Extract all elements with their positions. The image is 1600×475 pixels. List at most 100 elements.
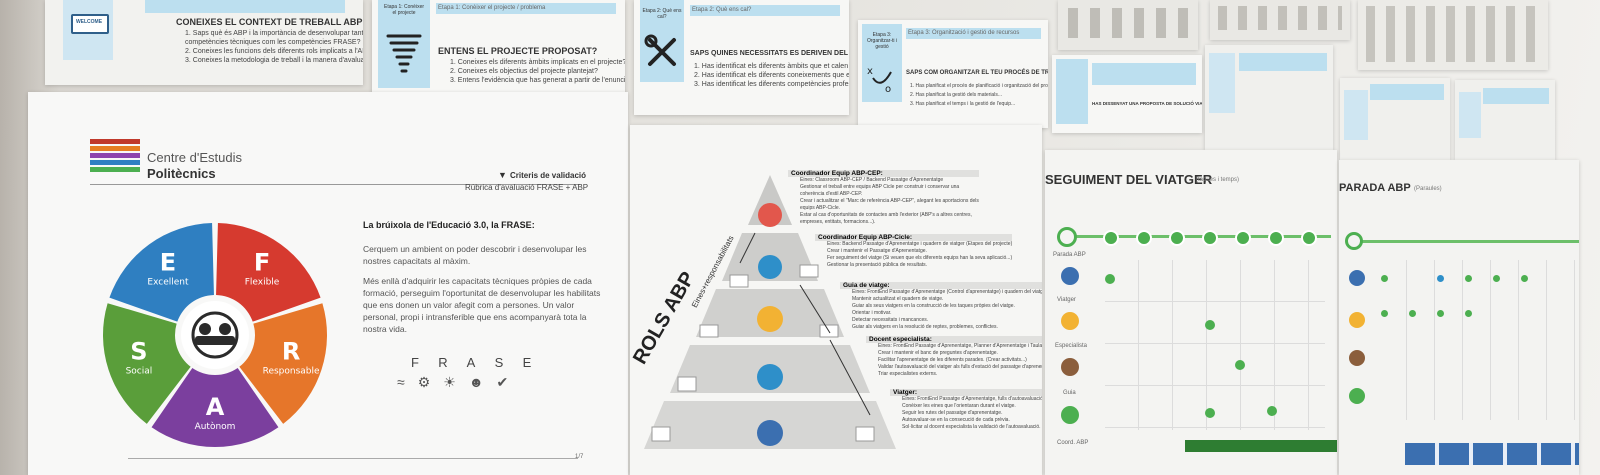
frase-para2: Més enllà d'adquirir les capacitats tècn… [363,276,601,334]
stage-2-header: Etapa 2: Què ens cal? [692,7,752,13]
avatar [1349,312,1365,328]
sheet-header-bar [145,0,345,13]
blue-footer-band [1405,443,1579,465]
progress-dot [1267,406,1277,416]
green-footer-band [1185,440,1337,452]
tornado-icon [386,34,422,73]
stage-3-items: 1. Has planificat el procés de planifica… [910,83,1048,107]
sheet-stage-5 [1205,45,1333,150]
check-icon: ✔ [496,374,522,390]
progress-dot [1437,275,1444,282]
welcome-sign-image: WELCOME [63,0,113,60]
compass-label: Excellent [147,277,189,287]
sheet-frase: Centre d'Estudis Politècnics Criteris de… [28,92,628,475]
stage-1-header: Etapa 1: Conèixer el projecte / problema [438,5,546,11]
card-icon [699,324,719,338]
svg-text:o: o [885,84,891,95]
parada-title: PARADA ABP [1339,182,1411,194]
frase-heading: La brúixola de l'Educació 3.0, la FRASE: [363,220,535,230]
parada-timeline [1353,240,1579,243]
avatar [1349,388,1365,404]
sun-icon: ☀ [443,374,469,390]
sheet-top-left: WELCOME CONEIXES EL CONTEXT DE TREBALL A… [45,0,363,85]
role-label-0: Parada ABP [1053,252,1086,258]
avatar [1061,406,1079,424]
stage-1-label: Etapa 1: Conèixer el projecte [383,4,425,16]
arrow [799,284,831,334]
roles-group-0: Coordinador Equip ABP-CEP: Eines: Classr… [788,170,979,226]
progress-dot [1493,275,1500,282]
sheet-stage-6 [1340,78,1450,160]
card-icon [799,264,819,278]
progress-dot [1437,310,1444,317]
waves-icon: ≈ [397,374,418,390]
timeline-stop [1301,230,1317,246]
arrow [739,232,756,264]
stage-1-icon-panel: Etapa 1: Conèixer el projecte [378,0,430,88]
welcome-sign-text: WELCOME [75,19,103,25]
pointer-icon: ▼ [498,170,507,180]
frase-para1: Cerquem un ambient on poder descobrir i … [363,244,587,266]
progress-dot [1409,310,1416,317]
progress-dot [1465,310,1472,317]
compass-segment-social [102,303,191,424]
group-icon: ☻ [468,374,497,390]
sheet-stage-7 [1455,80,1555,160]
roles-group-4: Viatger: Eines: FrontEnd Passatge d'Apre… [890,389,1042,431]
compass-label: Responsable [263,367,320,377]
compass-letter: F [254,248,270,276]
sheet-items: 1. Saps què és ABP i la importància de d… [185,30,363,64]
parada-start [1345,232,1363,250]
avatar [1061,358,1079,376]
card-icon [729,274,749,288]
parada-grid [1379,260,1579,420]
timeline-stop [1136,230,1152,246]
parada-subtitle: (Paraules) [1414,186,1442,192]
compass-segment-autònom [151,367,279,447]
compass-letter: E [160,248,176,276]
sheet-stage-4: HAS DISSENYAT UNA PROPOSTA DE SOLUCIÓ VI… [1052,55,1202,133]
compass-letter: R [282,338,300,366]
sheet-roles: ROLS ABP Eines+responsabilitats Coordina… [630,125,1042,475]
timeline-stop [1268,230,1284,246]
strategy-icon: x o [867,66,892,95]
compass-label: Flexible [245,277,280,287]
avatar [1061,312,1079,330]
photo-card-strip-1 [1058,0,1198,50]
card-icon [855,426,875,442]
brand-name-line1: Centre d'Estudis [147,150,242,165]
rocket-icon [758,203,782,227]
roles-group-3: Docent especialista: Eines: FrontEnd Pas… [866,336,1042,378]
timeline-stop [1202,230,1218,246]
stage-3-header: Etapa 3: Organització i gestió de recurs… [908,30,1020,36]
progress-dot [1235,360,1245,370]
stage-3-question: SAPS COM ORGANITZAR EL TEU PROCÉS DE TRE… [906,70,1048,76]
stage-2-label: Etapa 2: Què ens cal? [642,8,682,20]
role-label-1: Viatger [1057,297,1076,303]
stage-3-header-bar [906,28,1041,39]
sheet-tracking: SEGUIMENT DEL VIATGER (taques i temps) P… [1045,150,1337,475]
card-icon [651,426,671,442]
tracking-subtitle: (taques i temps) [1196,177,1240,183]
sheet-stage-1: Etapa 1: Conèixer el projecte Etapa 1: C… [372,0,625,110]
criteria-subtitle: Rúbrica d'avaluació FRASE + ABP [465,183,589,192]
photo-card-strip-2 [1210,0,1350,40]
progress-dot [1381,310,1388,317]
gear-icon: ⚙ [417,374,444,390]
card-icon [677,376,697,392]
footer-rule [128,458,578,459]
sheet-parada: PARADA ABP (Paraules) [1339,160,1579,475]
compass-letter: S [130,338,147,366]
progress-dot [1465,275,1472,282]
bus-icon [757,364,783,390]
header-rule [90,184,580,185]
tools-icon [644,34,676,66]
stage-4-question: HAS DISSENYAT UNA PROPOSTA DE SOLUCIÓ VI… [1092,101,1202,106]
compass-center [181,301,249,369]
roles-group-1: Coordinador Equip ABP-Cicle: Eines: Back… [815,234,1013,269]
criteria-title: Criteris de validació [510,171,587,180]
stage-1-question: ENTENS EL PROJECTE PROPOSAT? [438,46,598,56]
